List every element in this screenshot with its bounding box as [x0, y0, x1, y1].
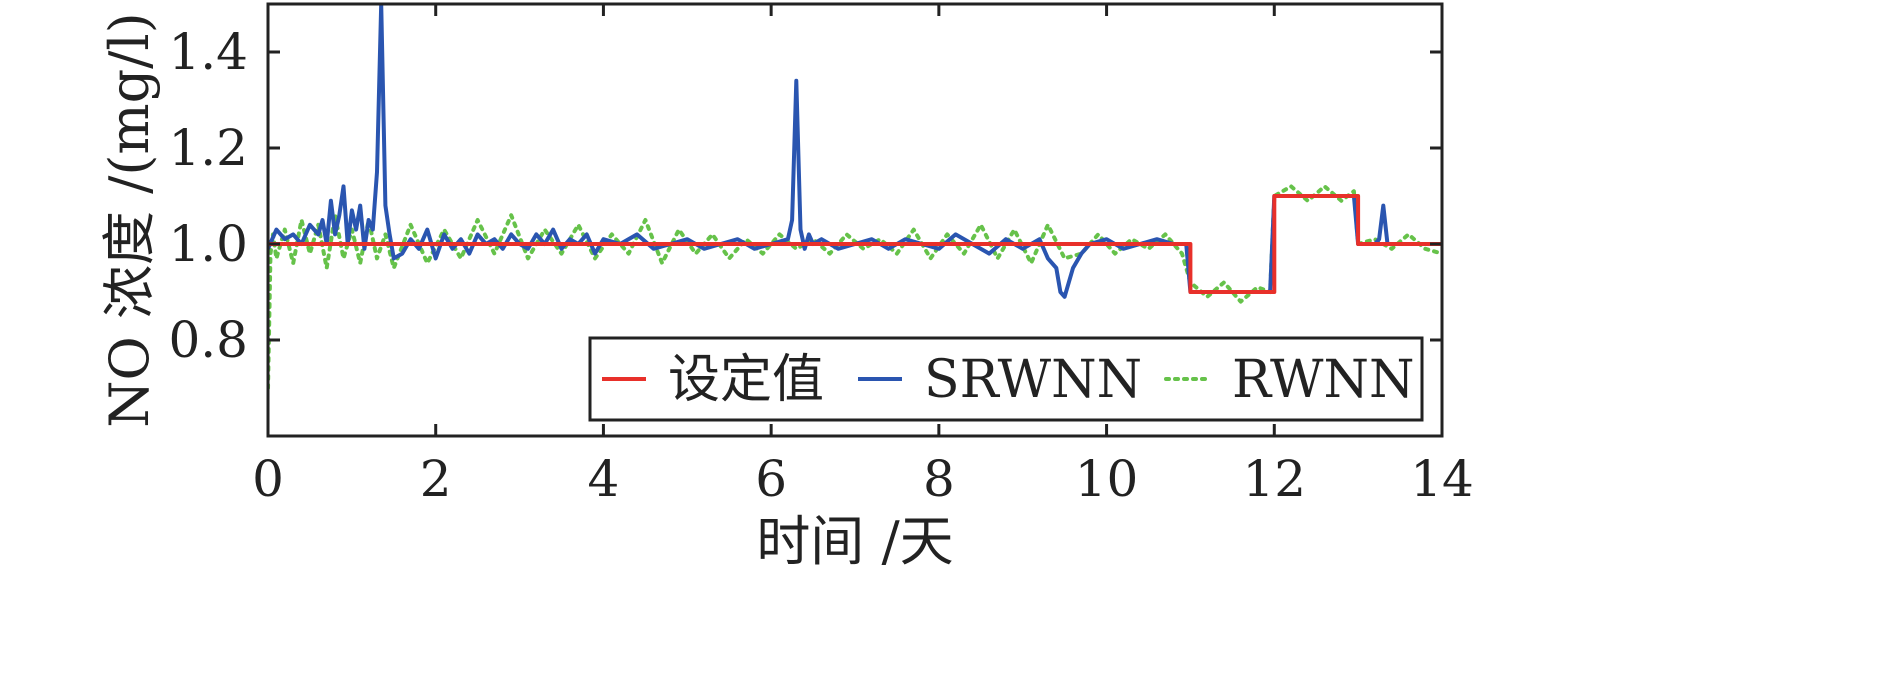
legend-box: [588, 336, 1424, 422]
x-tick-label: 2: [420, 450, 452, 508]
y-axis-label: NO 浓度 /(mg/l): [98, 12, 161, 427]
y-tick-label: 1.2: [168, 119, 248, 177]
series-line-srwnn: [268, 4, 1442, 299]
y-tick-label: 0.8: [168, 311, 248, 369]
series-line-setpoint: [268, 194, 1442, 294]
legend-label: SRWNN: [924, 350, 1142, 410]
legend-entry-rwnn: RWNN: [1164, 350, 1414, 410]
x-tick-label: 8: [923, 450, 955, 508]
x-tick-label: 14: [1410, 450, 1474, 508]
x-tick-label: 0: [252, 450, 284, 508]
plot-frame: [266, 2, 1444, 438]
x-axis-label: 时间 /天: [756, 510, 953, 573]
legend-entry-srwnn: SRWNN: [858, 350, 1142, 410]
legend: 设定值 SRWNN RWNN: [588, 336, 1424, 422]
y-tick-label: 1.4: [168, 23, 248, 81]
x-tick-label: 10: [1075, 450, 1139, 508]
legend-label: RWNN: [1232, 350, 1414, 410]
x-tick-label: 6: [755, 450, 787, 508]
y-tick-label: 1.0: [168, 215, 248, 273]
x-tick-label: 4: [588, 450, 620, 508]
series-layer: [268, 4, 1442, 390]
x-tick-label: 12: [1242, 450, 1306, 508]
legend-entry-setpoint: 设定值: [602, 350, 824, 410]
ticks-layer: 0 2 4 6 8 10 12 14 0.8 1.0 1.2 1.4: [168, 4, 1474, 508]
legend-label: 设定值: [668, 350, 824, 410]
